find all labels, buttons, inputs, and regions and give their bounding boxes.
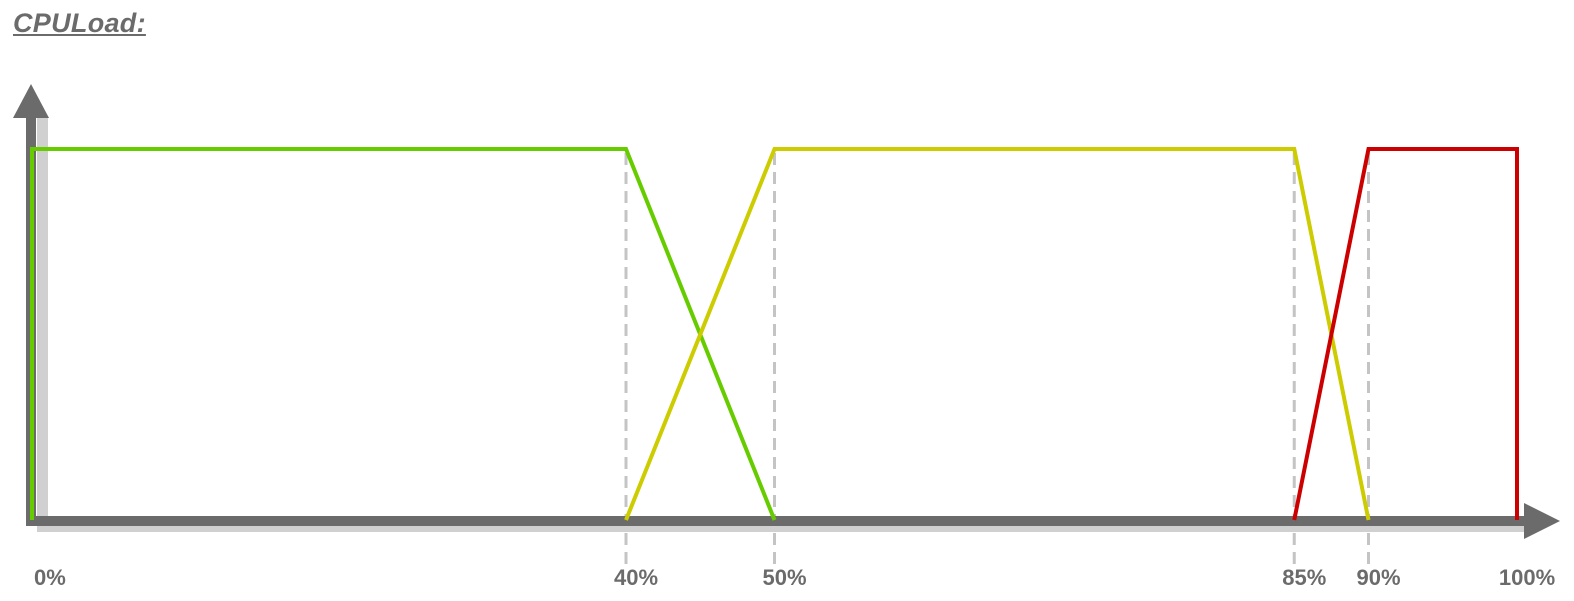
x-tick-labels: 0% 40% 50% 85% 90% 100% <box>34 565 1555 590</box>
x-tick-label: 85% <box>1282 565 1326 590</box>
x-tick-label: 40% <box>614 565 658 590</box>
x-axis-shadow <box>37 524 1527 532</box>
x-tick-label: 90% <box>1356 565 1400 590</box>
y-axis-shadow <box>37 118 48 530</box>
x-tick-label: 50% <box>762 565 806 590</box>
series-line-3 <box>1292 147 1519 521</box>
x-axis-arrow-icon <box>1524 503 1560 539</box>
x-tick-label: 100% <box>1499 565 1555 590</box>
x-axis-line <box>26 516 1526 526</box>
series-lines <box>30 147 1519 521</box>
y-axis-arrow-icon <box>13 84 49 118</box>
chart-title: CPULoad: <box>13 8 146 38</box>
x-tick-label: 0% <box>34 565 66 590</box>
series-line-2 <box>624 147 1371 521</box>
dashed-guides <box>624 153 1370 568</box>
series-line-1 <box>30 147 777 521</box>
